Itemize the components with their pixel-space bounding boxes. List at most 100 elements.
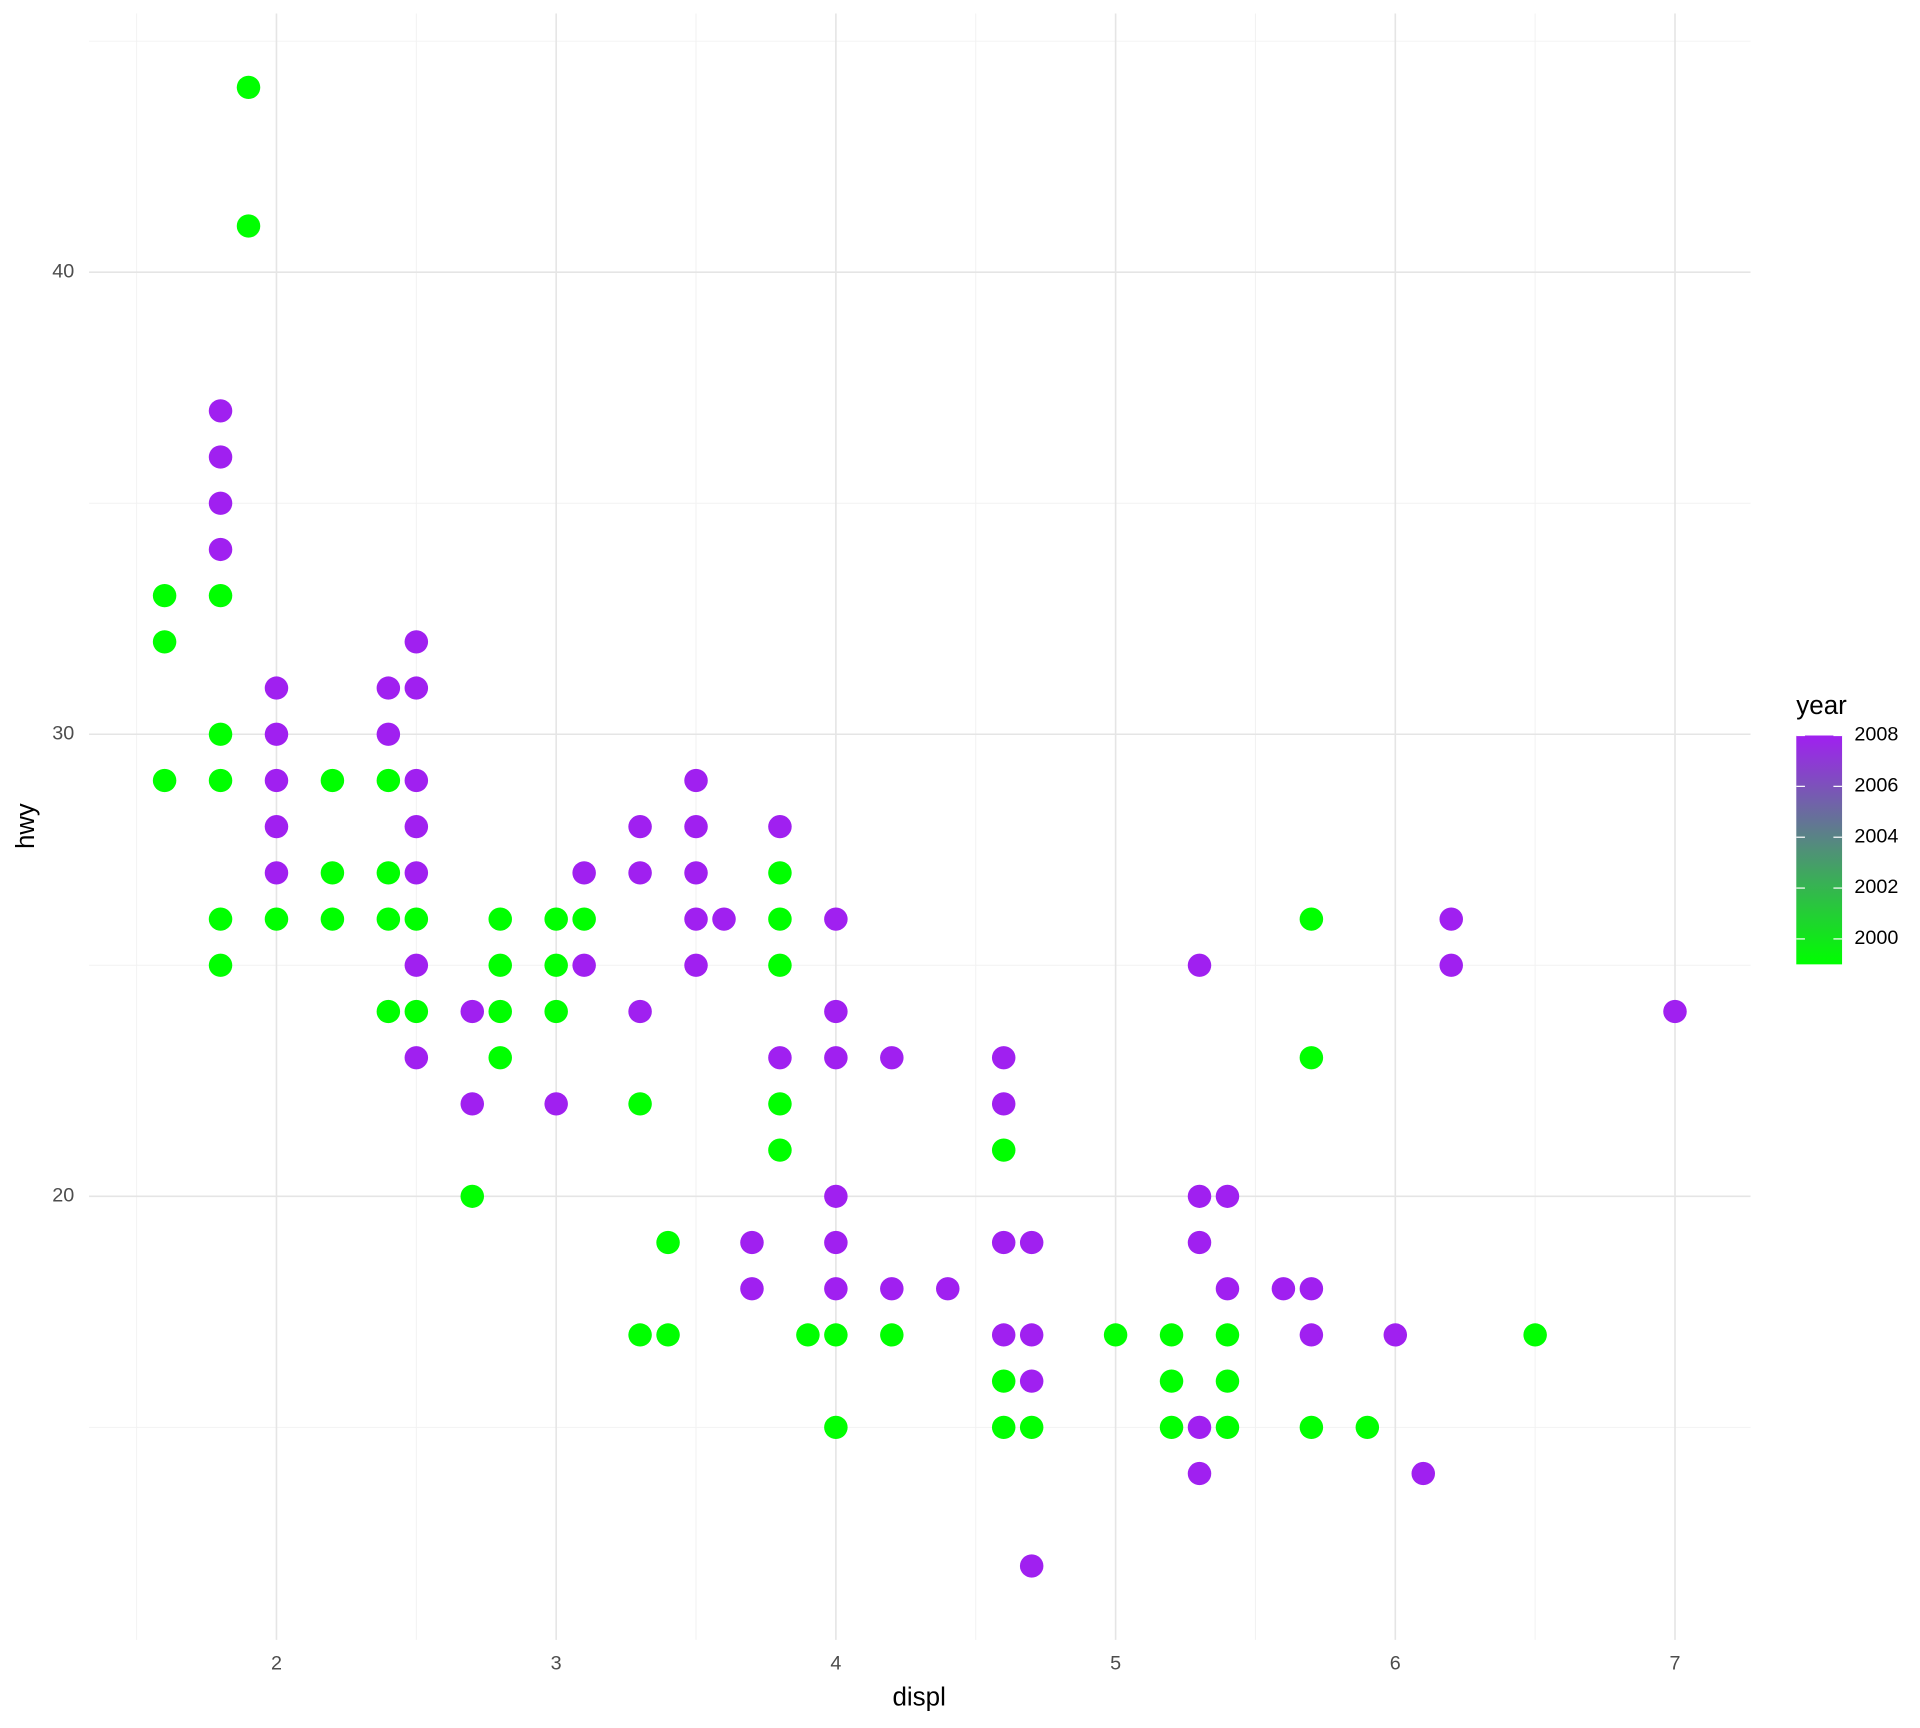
point: [1187, 953, 1212, 977]
point: [1019, 1554, 1044, 1578]
point: [1187, 1415, 1212, 1439]
point: [1187, 1461, 1212, 1486]
point: [768, 861, 792, 885]
point: [628, 1092, 652, 1116]
point: [1019, 1323, 1044, 1347]
point: [488, 999, 512, 1024]
point: [1187, 1184, 1212, 1208]
point: [824, 1230, 848, 1255]
point: [1299, 1323, 1324, 1347]
colorbar: [1796, 735, 1843, 965]
point: [152, 630, 177, 654]
point: [1159, 1369, 1184, 1393]
point: [460, 999, 485, 1024]
point: [991, 1415, 1016, 1439]
point: [404, 676, 429, 700]
point: [824, 907, 848, 931]
point: [1439, 953, 1463, 977]
point: [1215, 1184, 1240, 1208]
point: [208, 537, 233, 562]
point: [208, 907, 233, 931]
x-tick-label: 2: [271, 1653, 282, 1675]
point: [991, 1092, 1016, 1116]
colorbar-label: 2002: [1854, 876, 1898, 898]
point: [768, 815, 792, 839]
point: [544, 1092, 568, 1116]
x-tick-label: 6: [1390, 1653, 1401, 1675]
point: [1215, 1369, 1240, 1393]
point: [544, 953, 568, 977]
x-tick-label: 5: [1110, 1653, 1121, 1675]
point: [404, 815, 429, 839]
point: [991, 1230, 1016, 1255]
point: [824, 1277, 848, 1301]
point: [208, 491, 233, 515]
point: [824, 1184, 848, 1208]
point: [796, 1323, 820, 1347]
point: [936, 1277, 960, 1301]
colorbar-label: 2008: [1854, 724, 1898, 746]
point: [656, 1230, 680, 1255]
point: [236, 214, 261, 238]
point: [1299, 1277, 1324, 1301]
point: [404, 999, 429, 1024]
colorbar-label: 2000: [1854, 927, 1898, 949]
point: [376, 768, 401, 793]
point: [488, 1046, 512, 1070]
point: [991, 1323, 1016, 1347]
point: [1159, 1323, 1184, 1347]
point: [572, 953, 596, 977]
point: [1663, 999, 1687, 1024]
point: [684, 768, 708, 793]
point: [628, 1323, 652, 1347]
point: [572, 861, 596, 885]
point: [208, 953, 233, 977]
point: [880, 1323, 904, 1347]
point: [684, 953, 708, 977]
y-axis-title: hwy: [12, 803, 40, 849]
point: [376, 907, 401, 931]
point: [264, 676, 289, 700]
point: [404, 907, 429, 931]
point: [824, 1046, 848, 1070]
point: [264, 768, 289, 793]
point: [1299, 1046, 1324, 1070]
point: [320, 768, 345, 793]
point: [1439, 907, 1463, 931]
point: [488, 907, 512, 931]
point: [208, 584, 233, 608]
point: [824, 999, 848, 1024]
point: [740, 1230, 764, 1255]
point: [991, 1138, 1016, 1162]
point: [1523, 1323, 1547, 1347]
point: [1019, 1369, 1044, 1393]
point: [1411, 1461, 1436, 1486]
point: [404, 953, 429, 977]
point: [264, 815, 289, 839]
point: [1355, 1415, 1380, 1439]
point: [208, 768, 233, 793]
point: [628, 999, 652, 1024]
point: [1215, 1415, 1240, 1439]
point: [991, 1369, 1016, 1393]
point: [1271, 1277, 1296, 1301]
point: [768, 907, 792, 931]
legend-title: year: [1796, 692, 1847, 720]
y-tick-label: 40: [52, 260, 74, 282]
point: [320, 907, 345, 931]
point: [880, 1046, 904, 1070]
point: [1159, 1415, 1184, 1439]
grid: [89, 13, 1751, 1640]
point: [684, 815, 708, 839]
x-tick-label: 7: [1669, 1653, 1680, 1675]
point: [376, 999, 401, 1024]
x-axis-title: displ: [892, 1684, 945, 1712]
point: [768, 953, 792, 977]
point: [460, 1092, 485, 1116]
colorbar-label: 2006: [1854, 775, 1898, 797]
point: [628, 861, 652, 885]
point: [404, 630, 429, 654]
point: [1299, 907, 1324, 931]
point: [740, 1277, 764, 1301]
